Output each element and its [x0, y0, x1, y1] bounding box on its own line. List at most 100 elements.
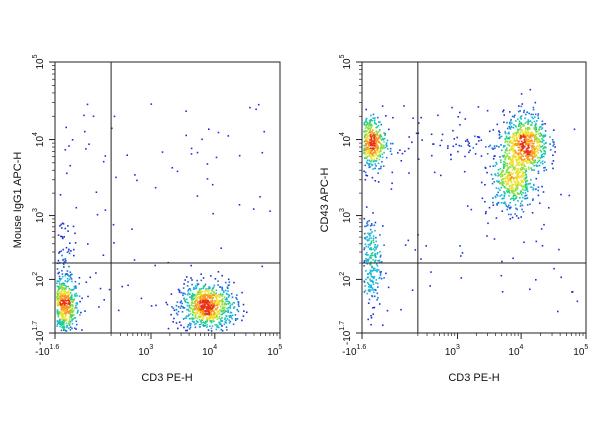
event-dot — [517, 164, 520, 166]
event-dot — [84, 310, 86, 312]
event-dot — [511, 122, 513, 124]
event-dot — [63, 309, 65, 311]
event-dot — [558, 248, 560, 251]
event-dot — [197, 310, 199, 313]
event-dot — [522, 125, 525, 127]
event-dot — [370, 248, 373, 251]
event-dot — [527, 190, 529, 193]
event-dot — [369, 284, 371, 286]
event-dot — [237, 301, 240, 304]
event-dot — [171, 167, 174, 169]
event-dot — [378, 276, 381, 279]
event-dot — [365, 136, 367, 139]
event-dot — [221, 313, 224, 316]
event-dot — [202, 314, 204, 317]
event-dot — [447, 147, 449, 149]
event-dot — [522, 191, 524, 194]
event-dot — [498, 134, 501, 136]
event-dot — [502, 163, 505, 166]
event-dot — [202, 321, 205, 323]
event-dot — [508, 149, 511, 152]
event-dot — [65, 286, 68, 288]
event-dot — [516, 159, 518, 162]
event-dot — [68, 248, 70, 251]
event-dot — [452, 129, 454, 132]
event-dot — [72, 310, 74, 313]
event-dot — [379, 121, 381, 123]
event-dot — [375, 140, 378, 143]
event-dot — [57, 288, 60, 291]
event-dot — [511, 173, 514, 175]
event-dot — [61, 275, 64, 278]
event-dot — [368, 141, 370, 144]
event-dot — [379, 142, 381, 144]
event-dot — [526, 133, 528, 135]
event-dot — [457, 150, 459, 153]
event-dot — [218, 294, 220, 297]
event-dot — [64, 299, 66, 301]
event-dot — [219, 286, 221, 288]
event-dot — [504, 159, 506, 161]
event-dot — [403, 105, 405, 107]
event-dot — [537, 133, 540, 135]
event-dot — [218, 315, 221, 318]
event-dot — [514, 182, 517, 184]
event-dot — [385, 272, 387, 275]
event-dot — [234, 318, 237, 320]
event-dot — [192, 309, 194, 311]
event-dot — [370, 315, 372, 317]
event-dot — [530, 162, 533, 164]
event-dot — [195, 287, 197, 290]
event-dot — [64, 310, 67, 313]
event-dot — [375, 133, 377, 135]
event-dot — [64, 315, 67, 318]
event-dot — [215, 156, 218, 159]
event-dot — [374, 295, 376, 298]
event-dot — [389, 147, 392, 150]
event-dot — [217, 131, 220, 134]
event-dot — [216, 315, 218, 318]
event-dot — [369, 235, 371, 237]
event-dot — [196, 293, 198, 296]
event-dot — [208, 317, 211, 320]
event-dot — [68, 301, 70, 303]
event-dot — [530, 133, 532, 135]
x-tick-label: 105 — [267, 344, 282, 358]
event-dot — [369, 140, 371, 143]
event-dot — [365, 133, 368, 135]
event-dot — [411, 141, 413, 144]
event-dot — [365, 257, 367, 260]
event-dot — [508, 132, 510, 135]
event-dot — [69, 311, 71, 313]
event-dot — [526, 151, 529, 154]
event-dot — [484, 166, 487, 169]
event-dot — [199, 311, 202, 314]
event-dot — [208, 311, 210, 314]
event-dot — [517, 162, 520, 164]
event-dot — [367, 131, 370, 134]
event-dot — [526, 142, 528, 145]
event-dot — [66, 291, 69, 293]
event-dot — [516, 183, 519, 185]
event-dot — [61, 236, 64, 238]
event-dot — [204, 283, 207, 286]
event-dot — [485, 211, 487, 213]
event-dot — [486, 109, 489, 112]
event-dot — [202, 317, 204, 319]
event-dot — [58, 304, 61, 306]
event-dot — [375, 130, 377, 132]
event-dot — [182, 294, 184, 297]
event-dot — [540, 126, 542, 128]
event-dot — [511, 191, 513, 193]
event-dot — [373, 136, 375, 139]
event-dot — [211, 311, 213, 313]
event-dot — [509, 185, 511, 187]
event-dot — [373, 224, 376, 227]
event-dot — [536, 165, 539, 167]
event-dot — [92, 115, 95, 118]
event-dot — [499, 159, 502, 161]
event-dot — [376, 131, 378, 134]
event-dot — [368, 119, 371, 122]
event-dot — [371, 266, 374, 269]
event-dot — [506, 153, 508, 155]
